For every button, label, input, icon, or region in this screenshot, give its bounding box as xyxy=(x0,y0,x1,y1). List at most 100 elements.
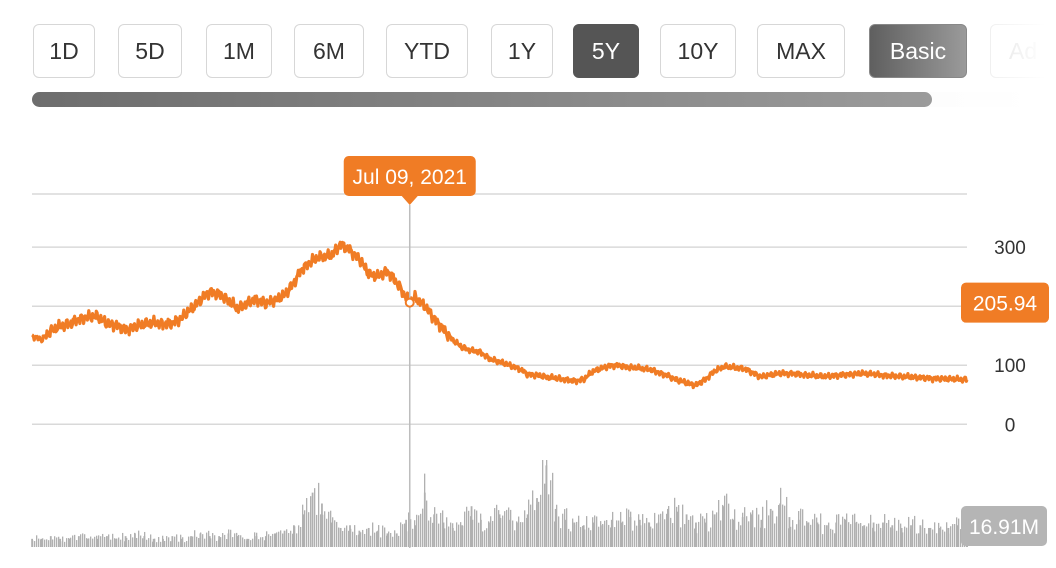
volume-bar xyxy=(339,527,342,547)
volume-bar xyxy=(444,528,446,547)
volume-bar xyxy=(330,522,333,547)
volume-bar xyxy=(902,532,904,547)
volume-bar xyxy=(286,529,288,547)
volume-bar xyxy=(451,527,454,547)
volume-bar xyxy=(722,504,724,547)
mode-button-basic[interactable]: Basic xyxy=(869,24,967,78)
volume-bar xyxy=(82,533,84,547)
volume-bar xyxy=(426,500,428,547)
volume-bar xyxy=(180,534,182,547)
volume-bar xyxy=(59,538,62,547)
volume-bar xyxy=(446,517,448,547)
volume-bar xyxy=(860,522,862,547)
volume-bar xyxy=(723,506,725,547)
y-tick-label: 100 xyxy=(994,356,1026,377)
volume-bar xyxy=(202,534,204,547)
volume-bar xyxy=(786,496,788,547)
volume-bar xyxy=(290,530,292,547)
volume-bar xyxy=(494,508,496,547)
volume-bar xyxy=(838,514,840,547)
volume-bar xyxy=(49,536,52,547)
volume-bar xyxy=(846,513,848,547)
volume-bar xyxy=(422,508,424,547)
volume-bar xyxy=(772,510,774,547)
range-button-1m[interactable]: 1M xyxy=(206,24,272,78)
volume-bar xyxy=(242,537,244,547)
volume-bar xyxy=(928,527,931,547)
volume-bar xyxy=(536,498,538,547)
volume-bar xyxy=(900,527,903,547)
volume-bar xyxy=(822,534,824,547)
range-button-6m[interactable]: 6M xyxy=(294,24,364,78)
volume-bar xyxy=(790,526,792,547)
volume-bar xyxy=(952,524,954,547)
volume-bar xyxy=(956,517,958,547)
volume-bar xyxy=(702,516,704,547)
volume-bar xyxy=(592,522,594,547)
volume-bar xyxy=(438,523,440,547)
volume-bar xyxy=(950,526,952,547)
volume-bar xyxy=(856,521,858,547)
volume-bar xyxy=(36,535,38,547)
volume-bar xyxy=(376,531,378,547)
volume-bar xyxy=(676,511,679,547)
volume-bar xyxy=(654,512,656,547)
volume-bar xyxy=(104,536,106,547)
volume-bar xyxy=(732,519,735,547)
volume-bar xyxy=(170,541,172,547)
volume-bar xyxy=(246,538,249,547)
volume-bar xyxy=(512,520,514,547)
volume-bar xyxy=(188,536,190,547)
volume-bar xyxy=(66,538,68,547)
range-button-1y[interactable]: 1Y xyxy=(491,24,553,78)
volume-bar xyxy=(486,528,488,547)
volume-bar xyxy=(762,506,764,547)
range-button-5y[interactable]: 5Y xyxy=(573,24,639,78)
volume-bar xyxy=(562,513,564,547)
volume-bar xyxy=(400,522,402,547)
range-button-5d[interactable]: 5D xyxy=(118,24,182,78)
volume-bar xyxy=(894,517,896,547)
volume-bar xyxy=(440,512,442,547)
volume-bar xyxy=(302,514,305,547)
volume-bar xyxy=(896,530,898,547)
volume-bar xyxy=(704,522,707,547)
volume-bar xyxy=(502,515,504,547)
volume-bar xyxy=(638,514,640,547)
volume-bar xyxy=(558,516,560,547)
range-button-max[interactable]: MAX xyxy=(757,24,845,78)
range-button-1d[interactable]: 1D xyxy=(33,24,95,78)
volume-bar xyxy=(678,505,680,547)
volume-bar xyxy=(820,513,822,547)
volume-bar xyxy=(610,527,612,547)
range-button-10y[interactable]: 10Y xyxy=(660,24,736,78)
volume-bar xyxy=(750,512,752,547)
volume-bar xyxy=(390,532,392,547)
volume-bar xyxy=(504,511,506,547)
volume-bar xyxy=(80,534,82,547)
volume-bar xyxy=(800,508,802,547)
range-button-ytd[interactable]: YTD xyxy=(386,24,468,78)
volume-bar xyxy=(410,519,412,547)
volume-bar xyxy=(516,521,518,547)
scrollbar-thumb[interactable] xyxy=(32,92,932,107)
volume-bar xyxy=(848,522,850,547)
volume-bar xyxy=(194,530,196,547)
volume-bar xyxy=(430,517,432,547)
volume-bar xyxy=(685,514,688,547)
volume-bar xyxy=(62,536,64,547)
volume-bar xyxy=(208,530,210,547)
volume-bar xyxy=(644,523,646,547)
volume-bar xyxy=(288,533,290,547)
volume-bar xyxy=(657,522,660,547)
volume-bar xyxy=(298,525,300,547)
volume-bar xyxy=(713,514,716,547)
horizontal-scrollbar[interactable] xyxy=(32,92,1032,107)
volume-bar xyxy=(498,514,501,547)
volume-bar xyxy=(712,510,714,547)
volume-bar xyxy=(276,532,278,547)
volume-bar xyxy=(262,537,264,547)
volume-bar xyxy=(352,531,354,547)
volume-bar xyxy=(454,530,456,547)
